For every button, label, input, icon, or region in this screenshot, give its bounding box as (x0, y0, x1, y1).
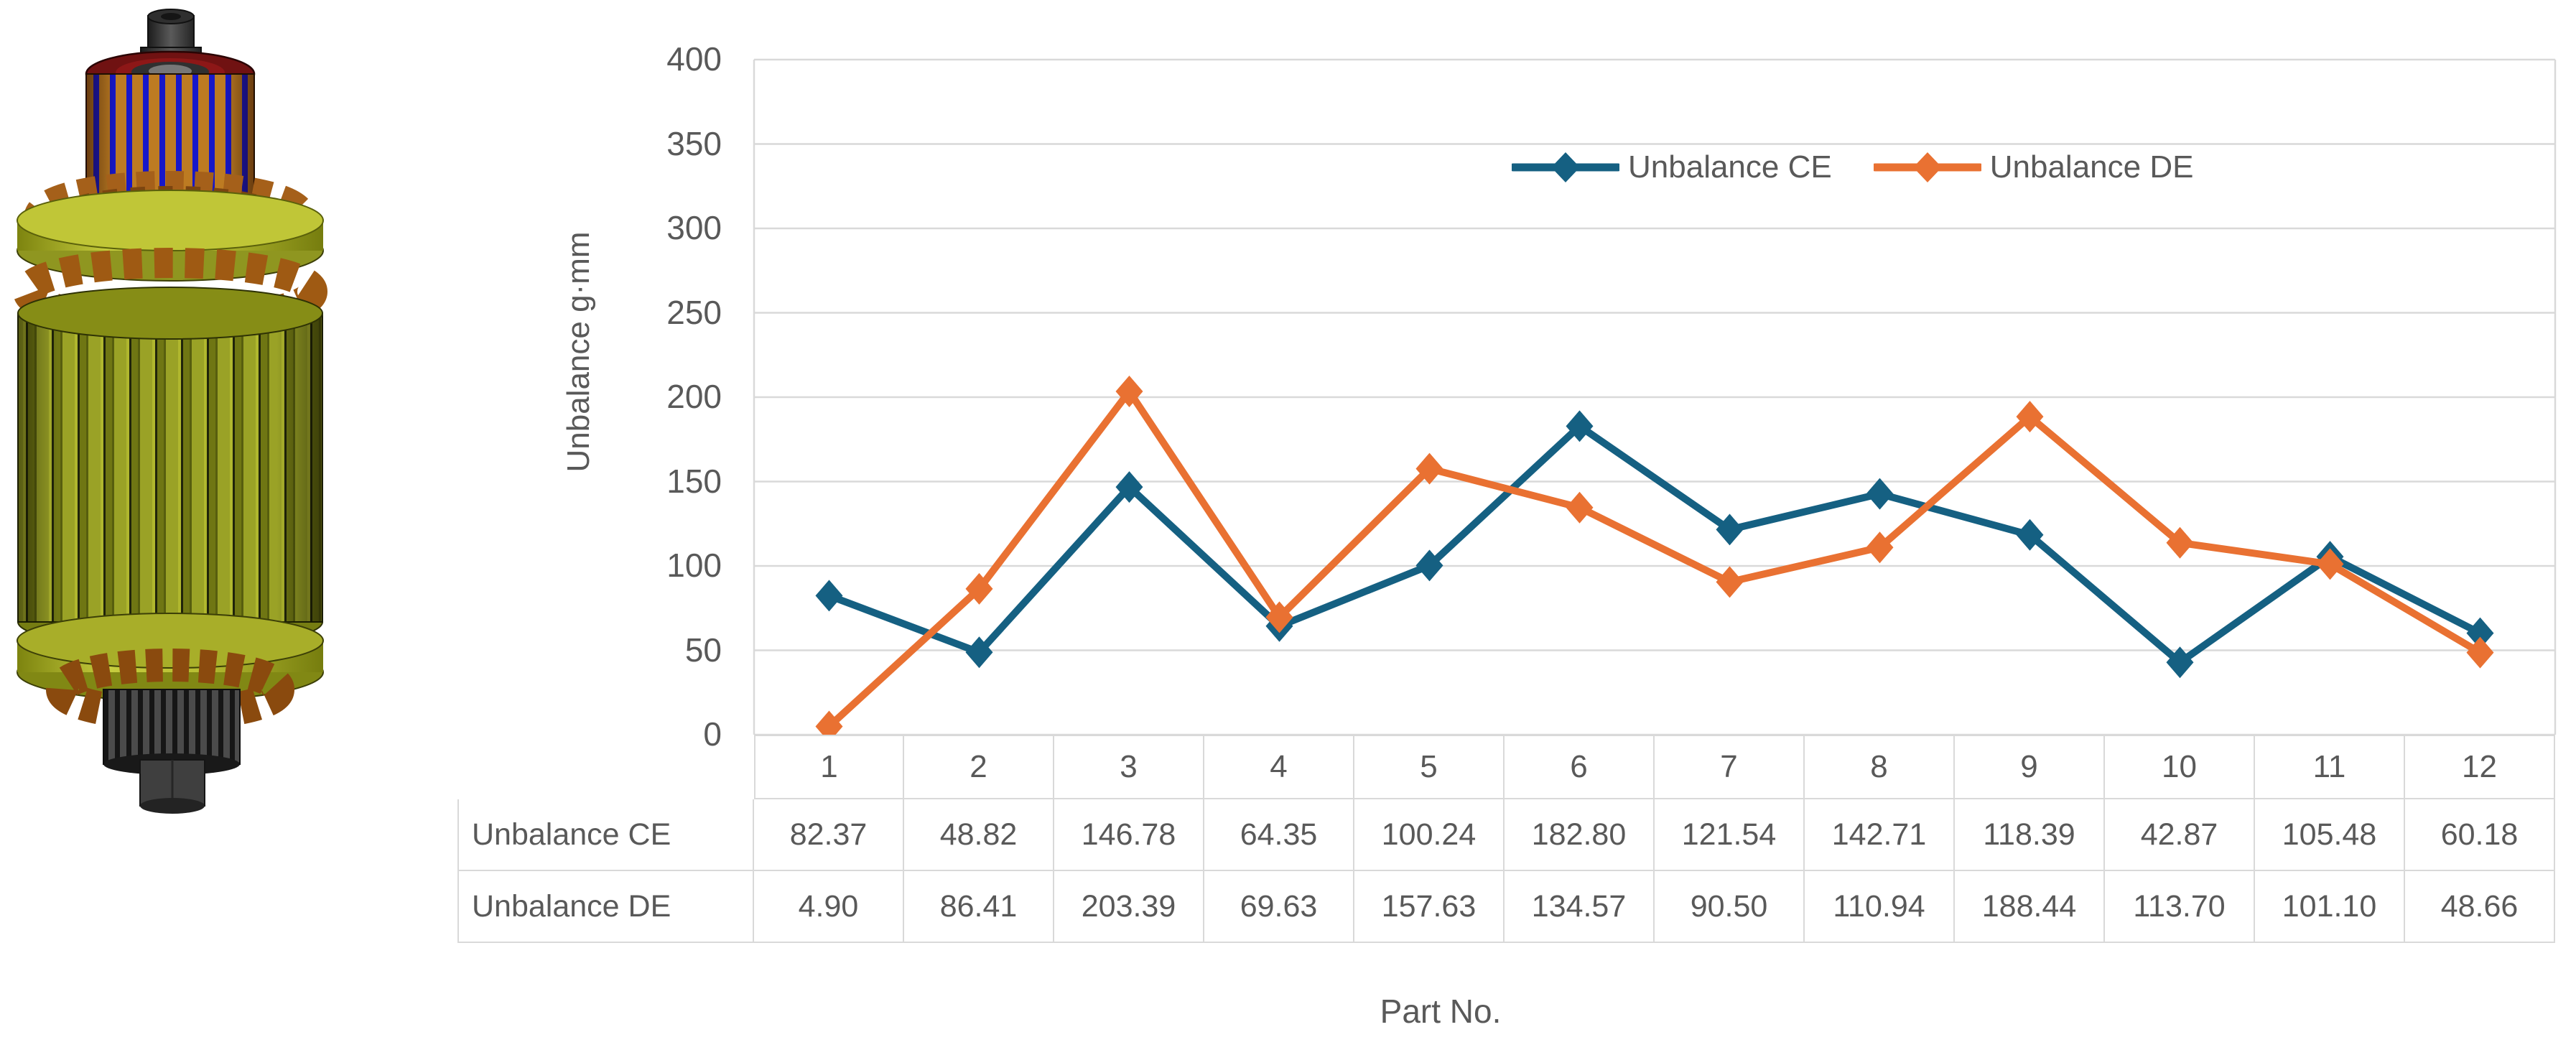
series-marker-diamond (2166, 646, 2194, 679)
chart-data-table: 1 2 3 4 5 6 7 8 9 10 11 12 Unbalance CE 82.37 48.82 146… (457, 735, 2555, 943)
y-tick-label: 50 (684, 631, 722, 669)
x-axis-category-label: 12 (2405, 735, 2555, 799)
x-axis-category-label: 7 (1655, 735, 1805, 799)
rotor-slot-wedges (13, 248, 327, 335)
series-marker-diamond (1415, 549, 1443, 582)
plot-area (753, 58, 2557, 738)
table-value-cell: 64.35 (1204, 799, 1354, 871)
table-value-cell: 113.70 (2105, 871, 2255, 943)
series-marker-diamond (965, 636, 993, 669)
legend-label: Unbalance DE (1989, 149, 2194, 185)
x-axis-category-label: 6 (1505, 735, 1655, 799)
x-axis-category-label: 8 (1805, 735, 1955, 799)
table-row-label-unbalance-ce: Unbalance CE (457, 799, 754, 871)
table-corner-spacer (457, 735, 754, 799)
x-axis-category-label: 4 (1204, 735, 1354, 799)
x-axis-category-label: 5 (1354, 735, 1505, 799)
series-marker-diamond (1115, 376, 1143, 408)
series-marker-diamond (1716, 514, 1744, 546)
y-tick-label: 300 (666, 209, 722, 247)
table-value-cell: 69.63 (1204, 871, 1354, 943)
table-value-cell: 48.66 (2405, 871, 2555, 943)
series-marker-diamond (2466, 636, 2494, 669)
series-marker-diamond (2316, 548, 2344, 580)
y-tick-label: 350 (666, 124, 722, 162)
y-tick-label: 0 (703, 715, 722, 753)
y-tick-label: 250 (666, 293, 722, 331)
table-value-cell: 188.44 (1955, 871, 2105, 943)
table-value-cell: 105.48 (2255, 799, 2405, 871)
series-marker-diamond (2166, 526, 2194, 559)
y-tick-label: 150 (666, 462, 722, 500)
series-line-de (825, 388, 2484, 730)
chart-legend: Unbalance CE Unbalance DE (1512, 149, 2193, 185)
legend-item-unbalance-ce: Unbalance CE (1512, 149, 1832, 185)
series-marker-diamond (815, 710, 843, 738)
legend-line-diamond-icon (1512, 152, 1619, 182)
table-value-cell: 121.54 (1655, 799, 1805, 871)
table-value-cell: 4.90 (754, 871, 904, 943)
x-axis-category-label: 11 (2255, 735, 2405, 799)
series-marker-diamond (815, 580, 843, 612)
rotor-splined-shaft (103, 689, 241, 765)
series-marker-diamond (2016, 401, 2044, 433)
table-value-cell: 60.18 (2405, 799, 2555, 871)
series-marker-diamond (1115, 471, 1143, 503)
x-axis-category-label: 2 (904, 735, 1054, 799)
x-axis-category-label: 3 (1054, 735, 1204, 799)
series-marker-diamond (1265, 601, 1293, 633)
x-axis-title: Part No. (1380, 993, 1502, 1030)
y-axis-title: Unbalance g·mm (561, 231, 596, 473)
y-tick-label: 100 (666, 547, 722, 585)
table-value-cell: 101.10 (2255, 871, 2405, 943)
series-marker-diamond (2466, 617, 2494, 649)
table-value-cell: 82.37 (754, 799, 904, 871)
series-marker-diamond (1716, 566, 1744, 598)
y-tick-label: 400 (666, 40, 722, 78)
series-marker-diamond (965, 572, 993, 605)
series-marker-diamond (1866, 478, 1894, 510)
table-value-cell: 100.24 (1354, 799, 1505, 871)
series-marker-diamond (1566, 491, 1594, 524)
legend-item-unbalance-de: Unbalance DE (1873, 149, 2194, 185)
series-marker-diamond (1566, 410, 1594, 442)
table-value-cell: 146.78 (1054, 799, 1204, 871)
table-value-cell: 110.94 (1805, 871, 1955, 943)
rotor-armature-image (13, 9, 327, 814)
legend-label: Unbalance CE (1628, 149, 1832, 185)
x-axis-category-label: 9 (1955, 735, 2105, 799)
series-marker-diamond (2016, 519, 2044, 551)
table-value-cell: 48.82 (904, 799, 1054, 871)
x-axis-category-label: 1 (754, 735, 904, 799)
table-value-cell: 182.80 (1505, 799, 1655, 871)
legend-line-diamond-icon (1873, 152, 1981, 182)
table-value-cell: 86.41 (904, 871, 1054, 943)
table-value-cell: 42.87 (2105, 799, 2255, 871)
y-tick-label: 200 (666, 378, 722, 416)
table-value-cell: 157.63 (1354, 871, 1505, 943)
table-value-cell: 90.50 (1655, 871, 1805, 943)
series-marker-diamond (1415, 452, 1443, 485)
rotor-upper-band (17, 190, 324, 251)
table-value-cell: 134.57 (1505, 871, 1655, 943)
table-row-label-unbalance-de: Unbalance DE (457, 871, 754, 943)
series-marker-diamond (1866, 531, 1894, 564)
table-value-cell: 203.39 (1054, 871, 1204, 943)
x-axis-category-label: 10 (2105, 735, 2255, 799)
table-value-cell: 118.39 (1955, 799, 2105, 871)
table-value-cell: 142.71 (1805, 799, 1955, 871)
rotor-lower-band (17, 613, 324, 669)
series-line-ce (825, 422, 2484, 666)
